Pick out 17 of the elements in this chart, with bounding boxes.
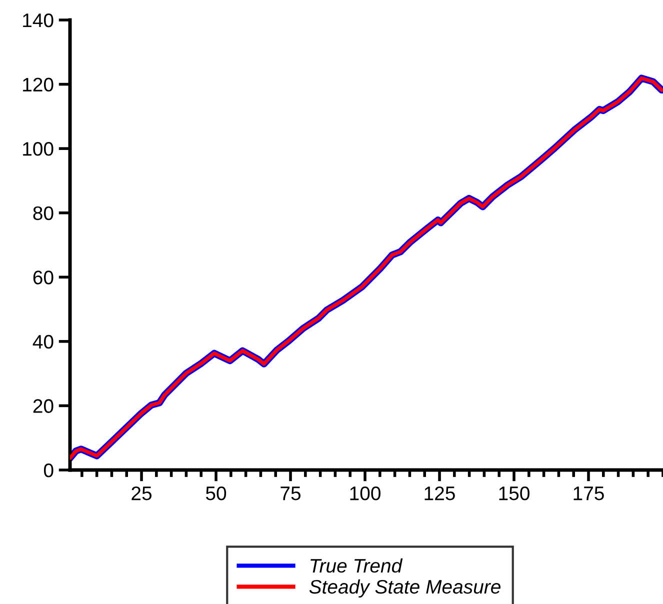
x-tick-label: 50 <box>206 486 226 500</box>
y-tick-label: 80 <box>33 206 54 220</box>
y-tick-label: 0 <box>44 463 54 478</box>
x-tick-label: 25 <box>132 486 152 500</box>
y-tick-label: 40 <box>32 334 54 349</box>
y-tick-label: 120 <box>23 78 54 92</box>
x-tick-label: 175 <box>574 486 604 500</box>
x-tick-label: 125 <box>424 486 455 500</box>
legend-label: True Trend <box>310 558 403 573</box>
x-tick-label: 75 <box>280 486 301 500</box>
x-tick-label: 150 <box>499 486 530 500</box>
y-tick-label: 20 <box>33 399 54 413</box>
y-tick-label: 140 <box>23 13 54 28</box>
legend-label: Steady State Measure <box>309 579 500 598</box>
y-tick-label: 100 <box>23 142 54 156</box>
x-tick-label: 100 <box>350 486 380 500</box>
y-tick-label: 60 <box>33 270 54 284</box>
